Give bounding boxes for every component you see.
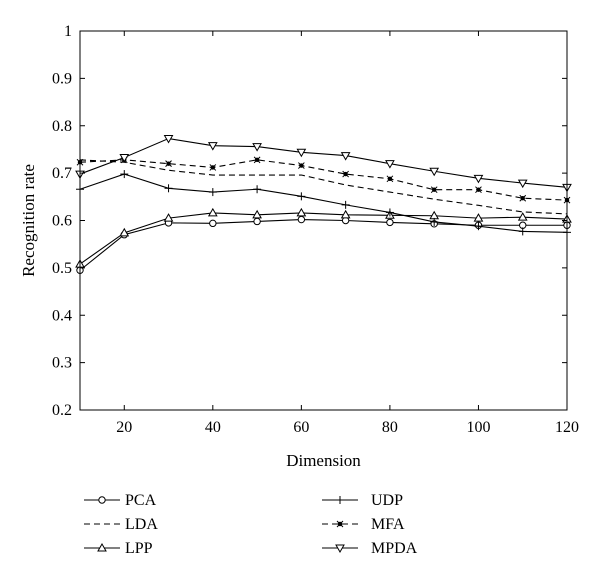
point-marker-triangle-up: [97, 542, 107, 552]
legend-label: MFA: [371, 516, 405, 533]
point-marker-triangle-up: [340, 209, 351, 219]
y-tick-label: 0.2: [52, 402, 72, 419]
point-marker-plus: [385, 208, 394, 217]
point-marker-triangle-up: [163, 213, 174, 222]
point-marker-circle: [253, 217, 261, 226]
legend-label: PCA: [125, 492, 157, 509]
point-marker-plus: [474, 222, 483, 231]
x-tick-label: 100: [466, 419, 490, 436]
point-marker-plus: [430, 217, 439, 226]
y-tick-label: 0.3: [52, 355, 72, 372]
plot-lines: [75, 135, 572, 274]
point-marker-plus: [297, 192, 306, 201]
point-marker-plus: [518, 227, 527, 236]
point-marker-asterisk: [386, 175, 394, 183]
legend-label: LDA: [125, 516, 158, 533]
legend-item-udp: UDP: [322, 492, 403, 509]
point-marker-asterisk: [298, 162, 305, 169]
point-marker-triangle-up: [296, 207, 307, 217]
series-line-udp: [79, 173, 568, 233]
point-marker-asterisk: [519, 194, 527, 202]
y-axis-label: Recognition rate: [19, 164, 38, 277]
legend-item-mpda: MPDA: [322, 540, 418, 557]
point-marker-plus: [120, 170, 129, 179]
point-marker-triangle-down: [340, 152, 351, 161]
point-marker-plus: [341, 200, 350, 209]
x-tick-label: 60: [293, 419, 309, 436]
y-tick-label: 0.4: [52, 307, 72, 324]
series-line-lda: [79, 159, 568, 215]
point-marker-plus: [253, 185, 262, 194]
legend-item-pca: PCA: [84, 492, 157, 509]
series-line-lpp: [79, 212, 568, 265]
point-marker-triangle-down: [473, 174, 484, 184]
point-marker-triangle-down: [252, 143, 262, 152]
series-lpp: [75, 207, 572, 268]
x-tick-label: 20: [116, 419, 132, 436]
series-pca: [76, 215, 571, 274]
point-marker-triangle-down: [207, 142, 218, 151]
point-marker-circle: [297, 215, 306, 224]
legend-label: LPP: [125, 540, 153, 557]
point-marker-circle: [386, 218, 394, 227]
point-marker-triangle-up: [207, 207, 218, 217]
legend-label: MPDA: [371, 540, 418, 557]
legend-item-lda: LDA: [84, 516, 158, 533]
point-marker-asterisk: [336, 520, 344, 528]
x-axis-ticks: 20 40 60 80 100 120: [116, 31, 579, 436]
y-tick-label: 0.7: [52, 165, 72, 182]
point-marker-plus: [164, 184, 173, 193]
y-axis-ticks: 0.2 0.3 0.4 0.5 0.6 0.7 0.8 0.9 1: [52, 23, 567, 419]
point-marker-triangle-down: [163, 135, 174, 144]
x-tick-label: 80: [382, 419, 398, 436]
point-marker-asterisk: [165, 160, 172, 168]
series-lda: [79, 159, 568, 215]
point-marker-triangle-down: [429, 167, 440, 177]
point-marker-triangle-up: [119, 227, 130, 237]
point-marker-triangle-down: [119, 153, 130, 163]
y-tick-label: 0.5: [52, 260, 72, 277]
point-marker-triangle-down: [296, 148, 307, 158]
point-marker-asterisk: [430, 186, 438, 194]
point-marker-asterisk: [342, 170, 349, 178]
point-marker-asterisk: [209, 164, 217, 171]
series-mpda: [75, 135, 572, 193]
y-tick-label: 1: [64, 23, 72, 40]
x-tick-label: 40: [205, 419, 221, 436]
series-line-mpda: [79, 137, 568, 188]
series-line-pca: [79, 219, 567, 271]
legend: PCA LDA LPP UDP MFA MPDA: [84, 492, 418, 557]
legend-item-mfa: MFA: [322, 516, 405, 533]
point-marker-triangle-up: [252, 209, 262, 219]
point-marker-triangle-down: [335, 544, 345, 554]
point-marker-triangle-down: [517, 179, 528, 189]
point-marker-circle: [209, 219, 217, 228]
point-marker-triangle-up: [473, 213, 484, 222]
legend-item-lpp: LPP: [84, 540, 153, 557]
y-tick-label: 0.8: [52, 118, 72, 135]
y-tick-label: 0.9: [52, 70, 72, 87]
point-marker-plus: [208, 188, 217, 197]
x-axis-label: Dimension: [286, 451, 361, 470]
point-marker-triangle-down: [385, 160, 395, 169]
series-line-mfa: [79, 159, 568, 201]
point-marker-asterisk: [253, 156, 261, 164]
point-marker-circle: [98, 496, 106, 504]
point-marker-plus: [336, 496, 344, 504]
point-marker-asterisk: [475, 186, 482, 194]
y-tick-label: 0.6: [52, 213, 72, 230]
point-marker-triangle-up: [517, 212, 528, 221]
x-tick-label: 120: [555, 419, 579, 436]
legend-label: UDP: [371, 492, 403, 509]
